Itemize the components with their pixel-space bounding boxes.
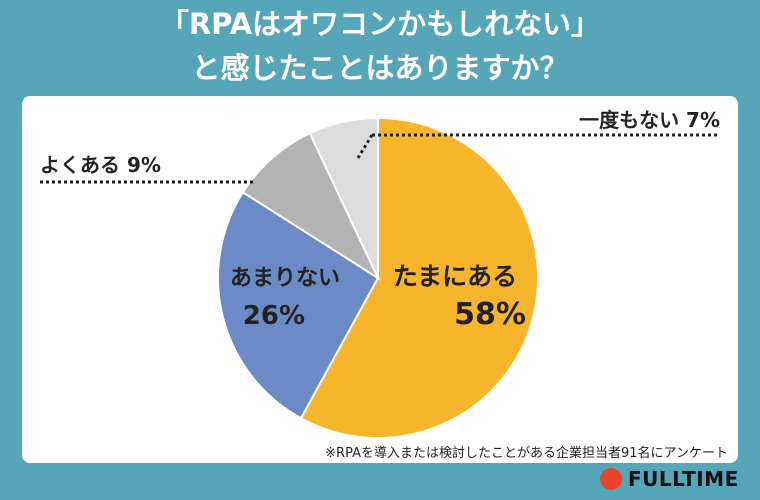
pie-slice-0	[299, 116, 539, 439]
label-slice-0: たまにある	[393, 262, 517, 291]
leader-line-3	[356, 133, 720, 159]
title-line-2: と感じたことはありますか？	[191, 51, 569, 85]
pie-slice-2	[241, 131, 381, 281]
title-line-1: 「RPAはオワコンかもしれない」	[159, 7, 601, 41]
pie-slice-1	[217, 190, 380, 420]
value-slice-0: 58%	[454, 297, 526, 332]
footnote: ※RPAを導入または検討したことがある企業担当者91名にアンケート	[325, 446, 728, 461]
label-slice-1: あまりない	[230, 266, 340, 291]
pie-slice-3	[308, 116, 379, 279]
label-slice-2: よくある 9%	[40, 153, 161, 177]
value-slice-1: 26%	[243, 301, 305, 331]
logo-icon	[600, 468, 622, 490]
fulltime-logo: FULLTIME	[600, 467, 739, 491]
logo-text: FULLTIME	[628, 467, 739, 491]
label-slice-3: 一度もない 7%	[579, 108, 720, 132]
